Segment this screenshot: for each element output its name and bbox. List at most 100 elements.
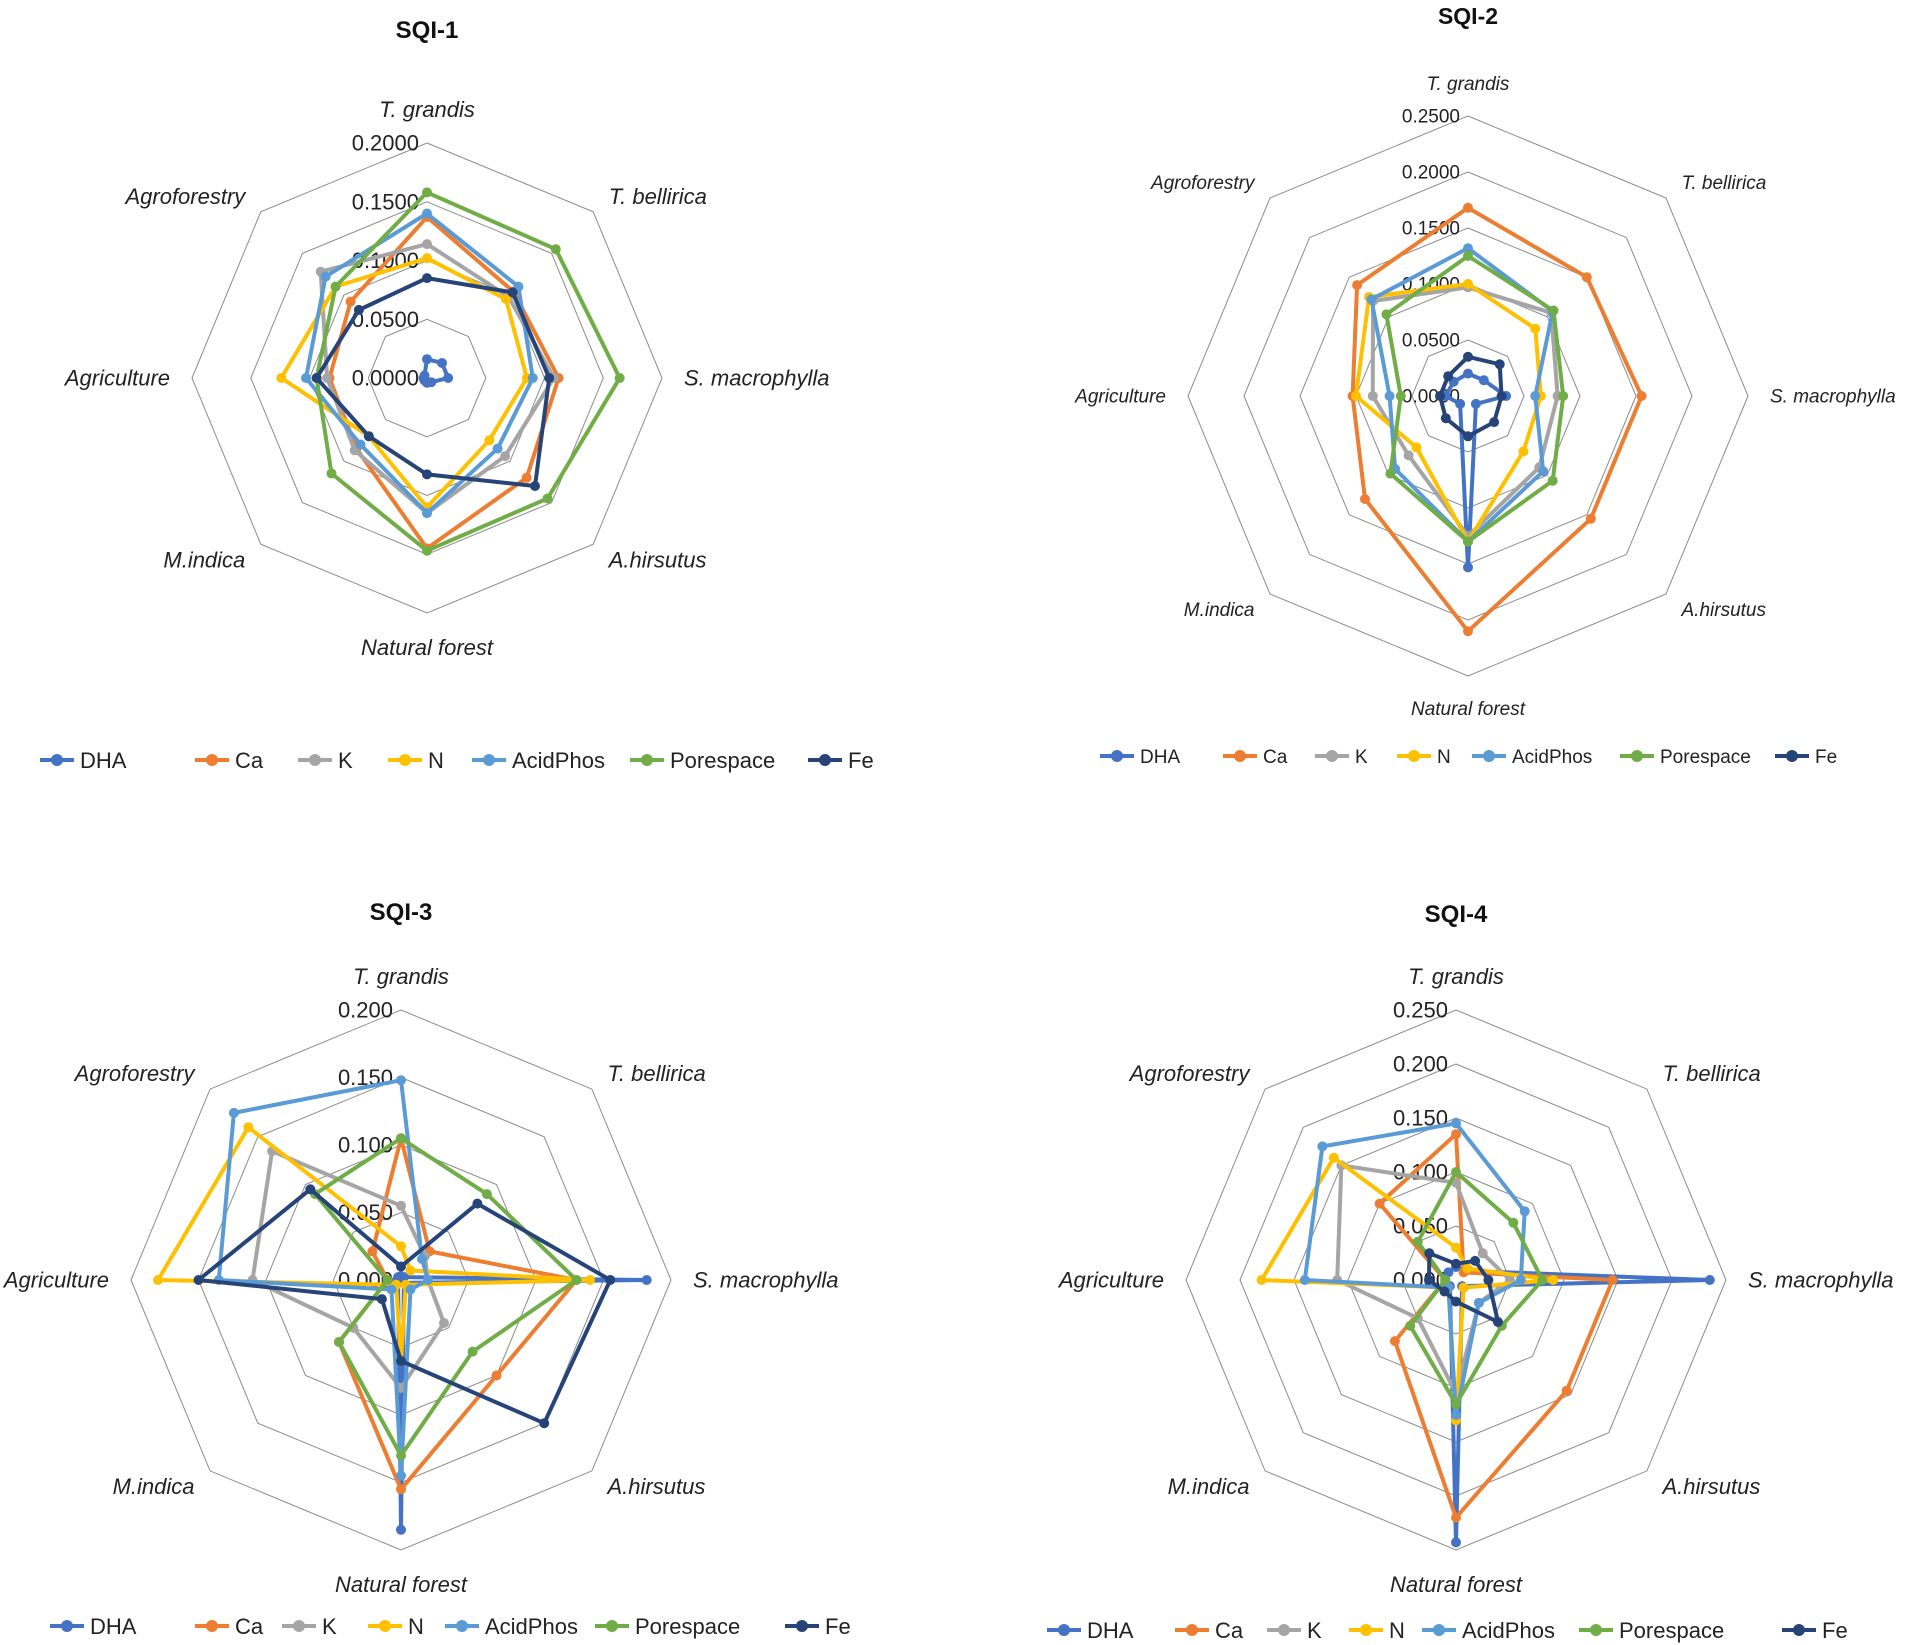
tick-label: 0.2000 <box>1402 163 1460 184</box>
data-point <box>386 1284 397 1295</box>
data-point <box>422 239 432 250</box>
data-point <box>353 304 364 315</box>
category-label: T. bellirica <box>609 184 707 209</box>
data-point <box>1451 1129 1461 1140</box>
data-point <box>1478 375 1489 386</box>
category-label: T. grandis <box>1427 74 1510 95</box>
data-point <box>530 481 540 491</box>
data-point <box>322 373 333 383</box>
grid-ring <box>1411 339 1525 453</box>
legend-swatch-marker <box>819 754 831 766</box>
data-point <box>1367 391 1378 401</box>
data-point <box>585 1275 595 1285</box>
legend-label: AcidPhos <box>512 748 605 773</box>
data-point <box>1518 446 1529 457</box>
legend-swatch-marker <box>1483 750 1495 762</box>
data-point <box>1519 1206 1530 1217</box>
data-point <box>1435 391 1445 401</box>
legend-label: Porespace <box>635 1614 740 1639</box>
legend-item-dha: DHA <box>40 748 127 773</box>
category-label: Natural forest <box>335 1572 468 1597</box>
legend-label: Porespace <box>1619 1618 1724 1643</box>
legend-item-porespace: Porespace <box>1579 1618 1724 1643</box>
category-label: T. bellirica <box>608 1061 706 1086</box>
category-label: T. bellirica <box>1682 173 1767 194</box>
series-ca <box>334 1133 582 1495</box>
legend-label: Fe <box>825 1614 851 1639</box>
data-point <box>396 1484 406 1495</box>
data-point <box>1463 243 1473 254</box>
data-point <box>1470 1255 1481 1266</box>
legend-swatch-marker <box>399 754 411 766</box>
legend-swatch-marker <box>1793 1624 1805 1636</box>
grid-ring <box>1401 1225 1511 1335</box>
data-point <box>405 1284 416 1295</box>
legend-item-k: K <box>1267 1618 1322 1643</box>
data-point <box>367 1246 378 1257</box>
legend-swatch-marker <box>1111 750 1123 762</box>
legend-swatch-marker <box>456 1620 468 1632</box>
category-label: M.indica <box>163 547 245 572</box>
data-point <box>472 1198 483 1209</box>
data-point <box>1384 391 1395 401</box>
data-point <box>484 435 495 446</box>
legend-label: N <box>1437 747 1451 768</box>
legend: DHA Ca K N AcidPhos Porespace Fe <box>1100 747 1837 768</box>
legend-swatch-marker <box>51 754 63 766</box>
data-point <box>571 1275 582 1285</box>
category-label: A.hirsutus <box>606 1474 706 1499</box>
legend-item-porespace: Porespace <box>630 748 775 773</box>
legend-label: K <box>322 1614 337 1639</box>
data-point <box>1530 391 1541 401</box>
legend-swatch-marker <box>1433 1624 1445 1636</box>
data-point <box>320 271 331 282</box>
legend-swatch-marker <box>641 754 653 766</box>
tick-label: 0.0500 <box>1402 331 1460 352</box>
data-point <box>1405 1320 1416 1331</box>
data-point <box>1352 280 1363 291</box>
legend-label: DHA <box>90 1614 137 1639</box>
legend-label: N <box>408 1614 424 1639</box>
data-point <box>1473 1297 1484 1308</box>
data-point <box>1440 1275 1451 1285</box>
data-point <box>396 1524 406 1535</box>
data-point <box>1508 1217 1519 1228</box>
data-point <box>1636 391 1647 401</box>
legend-swatch-marker <box>483 754 495 766</box>
data-point <box>393 1272 404 1283</box>
data-point <box>1537 1275 1548 1285</box>
data-point <box>439 1318 449 1328</box>
data-point <box>1515 1275 1526 1285</box>
data-point <box>311 373 322 383</box>
data-point <box>1389 1336 1400 1347</box>
data-point <box>1451 1512 1461 1523</box>
series-fe <box>1435 351 1507 442</box>
data-point <box>1451 1296 1461 1307</box>
data-point <box>396 1200 406 1211</box>
legend-item-n: N <box>1349 1618 1405 1643</box>
category-label: Agriculture <box>2 1268 109 1293</box>
data-point <box>1463 202 1473 213</box>
category-label: A.hirsutus <box>1661 1474 1761 1499</box>
series-dha <box>1440 368 1512 573</box>
data-point <box>1538 466 1549 477</box>
data-point <box>355 439 366 450</box>
data-point <box>153 1275 163 1285</box>
data-point <box>491 1370 502 1381</box>
chart-title: SQI-1 <box>396 17 459 44</box>
legend-label: K <box>1355 747 1368 768</box>
legend-swatch-marker <box>1590 1624 1602 1636</box>
data-point <box>422 469 432 480</box>
data-point <box>334 1337 344 1347</box>
data-point <box>1585 513 1596 524</box>
data-point <box>1424 1275 1434 1285</box>
category-label: A.hirsutus <box>1681 600 1767 621</box>
grid-ring <box>191 142 663 614</box>
data-point <box>641 1275 652 1285</box>
legend-swatch-marker <box>61 1620 73 1632</box>
data-point <box>417 1254 427 1264</box>
data-point <box>396 1075 406 1086</box>
data-point <box>1463 536 1473 547</box>
